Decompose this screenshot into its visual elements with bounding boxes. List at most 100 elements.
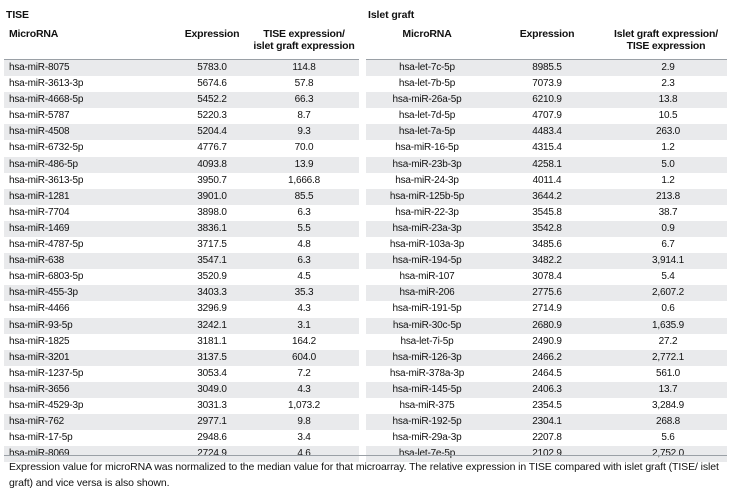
islet-group-title: Islet graft xyxy=(368,9,415,21)
microrna-cell: hsa-let-7i-5p xyxy=(400,335,454,347)
ratio-cell: 3.1 xyxy=(297,319,311,331)
table-row: hsa-let-7a-5p 4483.4 263.0 xyxy=(366,124,727,141)
islet-header-ratio-line1: Islet graft expression/ xyxy=(614,28,718,40)
expression-cell: 2775.6 xyxy=(532,287,562,299)
ratio-cell: 8.7 xyxy=(297,110,311,122)
table-row: hsa-let-7c-5p 8985.5 2.9 xyxy=(366,60,727,77)
ratio-cell: 2.9 xyxy=(661,62,675,73)
expression-cell: 8985.5 xyxy=(532,62,562,73)
tise-rows: hsa-miR-8075 5783.0 114.8 hsa-miR-3613-3p 56… xyxy=(4,60,359,463)
expression-cell: 3520.9 xyxy=(197,271,227,283)
microrna-cell: hsa-miR-24-3p xyxy=(395,174,459,186)
ratio-cell: 1.2 xyxy=(661,174,675,186)
ratio-cell: 5.6 xyxy=(661,432,675,444)
microrna-cell: hsa-miR-3613-3p xyxy=(9,78,84,90)
ratio-cell: 85.5 xyxy=(294,190,314,202)
islet-header-ratio-line2: TISE expression xyxy=(626,40,706,52)
expression-cell: 2207.8 xyxy=(532,432,562,444)
table-row: hsa-miR-8075 5783.0 114.8 xyxy=(4,60,359,77)
expression-cell: 3181.1 xyxy=(197,335,227,347)
table-row: hsa-miR-4787-5p 3717.5 4.8 xyxy=(4,237,359,253)
ratio-cell: 13.7 xyxy=(658,383,678,395)
microrna-cell: hsa-let-7a-5p xyxy=(398,126,456,138)
table-row: hsa-miR-638 3547.1 6.3 xyxy=(4,253,359,270)
ratio-cell: 4.6 xyxy=(297,448,311,460)
expression-cell: 5204.4 xyxy=(197,126,227,138)
header-divider xyxy=(366,59,727,60)
islet-header-expression: Expression xyxy=(519,28,575,40)
ratio-cell: 4.3 xyxy=(297,303,311,315)
header-divider xyxy=(4,59,359,60)
microrna-cell: hsa-miR-3201 xyxy=(9,351,70,363)
microrna-cell: hsa-miR-7704 xyxy=(9,206,70,218)
expression-cell: 2464.5 xyxy=(532,367,562,379)
table-row: hsa-let-7i-5p 2490.9 27.2 xyxy=(366,334,727,350)
microrna-cell: hsa-miR-1281 xyxy=(9,190,70,202)
expression-cell: 2490.9 xyxy=(532,335,562,347)
table-row: hsa-miR-1469 3836.1 5.5 xyxy=(4,220,359,238)
expression-cell: 2948.6 xyxy=(197,432,227,444)
microrna-cell: hsa-miR-22-3p xyxy=(395,206,459,218)
table-row: hsa-miR-455-3p 3403.3 35.3 xyxy=(4,285,359,302)
table-row: hsa-miR-93-5p 3242.1 3.1 xyxy=(4,317,359,334)
microrna-cell: hsa-miR-6732-5p xyxy=(9,142,84,154)
microrna-cell: hsa-miR-1825 xyxy=(9,335,70,347)
ratio-cell: 1,073.2 xyxy=(288,399,320,411)
table-row: hsa-miR-103a-3p 3485.6 6.7 xyxy=(366,237,727,253)
expression-cell: 4093.8 xyxy=(197,158,227,170)
ratio-cell: 6.3 xyxy=(297,206,311,218)
ratio-cell: 10.5 xyxy=(658,110,678,122)
table-row: hsa-miR-4529-3p 3031.3 1,073.2 xyxy=(4,398,359,414)
microrna-cell: hsa-miR-29a-3p xyxy=(392,432,462,444)
expression-cell: 4483.4 xyxy=(532,126,562,138)
expression-cell: 3482.2 xyxy=(532,255,562,267)
expression-cell: 3542.8 xyxy=(532,222,562,234)
table-row: hsa-miR-1281 3901.0 85.5 xyxy=(4,188,359,205)
table-row: hsa-miR-3613-3p 5674.6 57.8 xyxy=(4,76,359,92)
ratio-cell: 6.7 xyxy=(661,239,675,251)
expression-cell: 3644.2 xyxy=(532,190,562,202)
expression-cell: 3137.5 xyxy=(197,351,227,363)
table-row: hsa-miR-23a-3p 3542.8 0.9 xyxy=(366,220,727,238)
expression-cell: 2406.3 xyxy=(532,383,562,395)
table-row: hsa-miR-762 2977.1 9.8 xyxy=(4,414,359,431)
table-row: hsa-miR-486-5p 4093.8 13.9 xyxy=(4,156,359,173)
expression-cell: 6210.9 xyxy=(532,94,562,106)
microrna-cell: hsa-miR-103a-3p xyxy=(389,239,465,251)
tise-header-microrna: MicroRNA xyxy=(9,28,59,40)
expression-cell: 3485.6 xyxy=(532,239,562,251)
microrna-cell: hsa-miR-3613-5p xyxy=(9,174,84,186)
ratio-cell: 38.7 xyxy=(658,206,678,218)
expression-cell: 3242.1 xyxy=(197,319,227,331)
table-row: hsa-miR-4508 5204.4 9.3 xyxy=(4,124,359,141)
microrna-cell: hsa-miR-1469 xyxy=(9,222,70,234)
ratio-cell: 263.0 xyxy=(655,126,681,138)
microrna-cell: hsa-miR-8069 xyxy=(9,448,70,460)
table-row: hsa-miR-3656 3049.0 4.3 xyxy=(4,381,359,398)
ratio-cell: 3,914.1 xyxy=(652,255,684,267)
microrna-cell: hsa-miR-486-5p xyxy=(9,158,78,170)
table-row: hsa-let-7b-5p 7073.9 2.3 xyxy=(366,76,727,92)
islet-graft-table: Islet graft MicroRNA Expression Islet gr… xyxy=(366,0,729,463)
ratio-cell: 6.3 xyxy=(297,255,311,267)
microrna-cell: hsa-miR-192-5p xyxy=(392,416,462,428)
ratio-cell: 268.8 xyxy=(655,416,681,428)
tise-header-ratio-line2: islet graft expression xyxy=(253,40,355,52)
islet-header-ratio: Islet graft expression/ TISE expression xyxy=(603,28,729,52)
tise-group-title: TISE xyxy=(6,9,29,21)
table-row: hsa-miR-29a-3p 2207.8 5.6 xyxy=(366,430,727,446)
islet-header-microrna: MicroRNA xyxy=(402,28,452,40)
expression-cell: 2977.1 xyxy=(197,416,227,428)
expression-cell: 5220.3 xyxy=(197,110,227,122)
table-row: hsa-miR-24-3p 4011.4 1.2 xyxy=(366,173,727,189)
table-row: hsa-miR-145-5p 2406.3 13.7 xyxy=(366,381,727,398)
table-row: hsa-miR-3613-5p 3950.7 1,666.8 xyxy=(4,173,359,189)
table-row: hsa-miR-1825 3181.1 164.2 xyxy=(4,334,359,350)
table-row: hsa-miR-191-5p 2714.9 0.6 xyxy=(366,301,727,317)
table-row: hsa-miR-26a-5p 6210.9 13.8 xyxy=(366,92,727,109)
expression-cell: 4315.4 xyxy=(532,142,562,154)
ratio-cell: 2.3 xyxy=(661,78,675,90)
table-row: hsa-miR-7704 3898.0 6.3 xyxy=(4,205,359,221)
expression-cell: 3836.1 xyxy=(197,222,227,234)
ratio-cell: 1.2 xyxy=(661,142,675,154)
